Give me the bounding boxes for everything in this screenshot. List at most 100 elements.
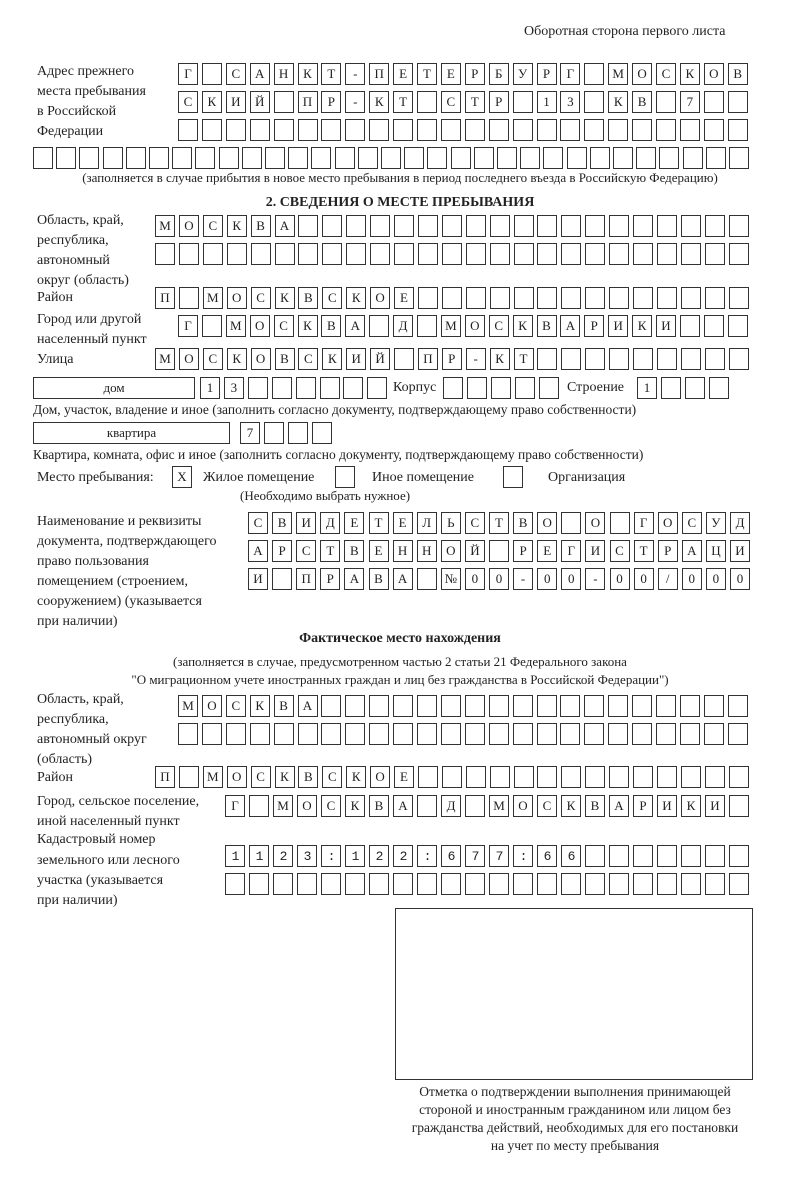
char-cell[interactable]: Е: [392, 512, 413, 534]
char-cell[interactable]: Е: [537, 540, 558, 562]
char-cell[interactable]: 1: [200, 377, 220, 399]
char-cell[interactable]: [536, 723, 557, 745]
char-cell[interactable]: [609, 845, 629, 867]
char-cell[interactable]: [520, 147, 541, 169]
char-cell[interactable]: Ц: [705, 540, 726, 562]
char-cell[interactable]: С: [250, 287, 271, 309]
char-cell[interactable]: [417, 315, 437, 337]
char-cell[interactable]: [249, 873, 269, 895]
char-cell[interactable]: [680, 215, 701, 237]
char-cell[interactable]: О: [464, 315, 485, 337]
char-cell[interactable]: [728, 243, 749, 265]
char-cell[interactable]: [295, 377, 316, 399]
char-cell[interactable]: Р: [320, 568, 341, 590]
char-cell[interactable]: [656, 723, 676, 745]
char-cell[interactable]: [274, 243, 295, 265]
house-type-field[interactable]: дом: [33, 377, 195, 399]
char-cell[interactable]: Р: [441, 348, 462, 370]
char-cell[interactable]: [345, 723, 366, 745]
char-cell[interactable]: [273, 723, 294, 745]
char-cell[interactable]: С: [202, 215, 223, 237]
char-cell[interactable]: [681, 845, 701, 867]
char-cell[interactable]: [537, 766, 558, 788]
char-cell[interactable]: О: [657, 512, 678, 534]
char-cell[interactable]: [490, 377, 511, 399]
char-cell[interactable]: [367, 377, 388, 399]
char-cell[interactable]: О: [249, 315, 270, 337]
char-cell[interactable]: [393, 873, 413, 895]
char-cell[interactable]: [561, 287, 582, 309]
char-cell[interactable]: [79, 147, 100, 169]
char-cell[interactable]: 3: [560, 91, 581, 113]
char-cell[interactable]: И: [608, 315, 629, 337]
char-cell[interactable]: [321, 845, 341, 867]
char-cell[interactable]: [560, 119, 581, 141]
char-cell[interactable]: [537, 243, 558, 265]
char-cell[interactable]: [513, 287, 534, 309]
char-cell[interactable]: [369, 695, 390, 717]
char-cell[interactable]: Е: [344, 512, 365, 534]
char-cell[interactable]: [297, 119, 318, 141]
char-cell[interactable]: О: [585, 512, 606, 534]
char-cell[interactable]: [465, 215, 486, 237]
char-cell[interactable]: [343, 377, 364, 399]
char-cell[interactable]: К: [201, 91, 222, 113]
char-cell[interactable]: Г: [178, 63, 198, 85]
char-cell[interactable]: П: [417, 348, 438, 370]
char-cell[interactable]: С: [202, 348, 223, 370]
flat-type-field[interactable]: квартира: [33, 422, 230, 444]
char-cell[interactable]: Т: [393, 91, 414, 113]
char-cell[interactable]: [370, 243, 391, 265]
char-cell[interactable]: [729, 873, 749, 895]
char-cell[interactable]: [441, 873, 461, 895]
char-cell[interactable]: Г: [560, 63, 581, 85]
char-cell[interactable]: [728, 348, 749, 370]
char-cell[interactable]: [609, 873, 629, 895]
char-cell[interactable]: Т: [320, 540, 341, 562]
char-cell[interactable]: [465, 873, 485, 895]
char-cell[interactable]: [537, 348, 558, 370]
char-cell[interactable]: Р: [321, 91, 342, 113]
char-cell[interactable]: [537, 287, 558, 309]
char-cell[interactable]: [636, 147, 657, 169]
char-cell[interactable]: К: [681, 795, 701, 817]
char-cell[interactable]: [656, 287, 677, 309]
char-cell[interactable]: [703, 91, 724, 113]
char-cell[interactable]: С: [656, 63, 676, 85]
char-cell[interactable]: [417, 243, 438, 265]
char-cell[interactable]: [489, 845, 509, 867]
char-cell[interactable]: [609, 766, 630, 788]
char-cell[interactable]: М: [155, 348, 175, 370]
char-cell[interactable]: [273, 91, 294, 113]
char-cell[interactable]: [273, 119, 294, 141]
char-cell[interactable]: Н: [416, 540, 437, 562]
char-cell[interactable]: 0: [609, 568, 630, 590]
char-cell[interactable]: А: [609, 795, 629, 817]
char-cell[interactable]: [660, 377, 681, 399]
char-cell[interactable]: [249, 795, 269, 817]
char-cell[interactable]: -: [345, 63, 366, 85]
char-cell[interactable]: [172, 147, 193, 169]
char-cell[interactable]: Г: [561, 540, 582, 562]
char-cell[interactable]: [585, 287, 606, 309]
char-cell[interactable]: [584, 91, 605, 113]
char-cell[interactable]: И: [296, 512, 317, 534]
char-cell[interactable]: Р: [488, 91, 509, 113]
char-cell[interactable]: К: [632, 315, 653, 337]
char-cell[interactable]: [681, 873, 701, 895]
char-cell[interactable]: С: [322, 766, 343, 788]
char-cell[interactable]: [608, 695, 629, 717]
char-cell[interactable]: [679, 695, 700, 717]
char-cell[interactable]: [417, 766, 438, 788]
char-cell[interactable]: [417, 695, 437, 717]
char-cell[interactable]: О: [513, 795, 533, 817]
char-cell[interactable]: [250, 243, 271, 265]
char-cell[interactable]: [584, 63, 605, 85]
char-cell[interactable]: [321, 695, 342, 717]
char-cell[interactable]: Р: [513, 540, 534, 562]
char-cell[interactable]: [680, 766, 701, 788]
char-cell[interactable]: [704, 287, 725, 309]
char-cell[interactable]: [727, 695, 748, 717]
char-cell[interactable]: Р: [536, 63, 557, 85]
char-cell[interactable]: [488, 119, 509, 141]
